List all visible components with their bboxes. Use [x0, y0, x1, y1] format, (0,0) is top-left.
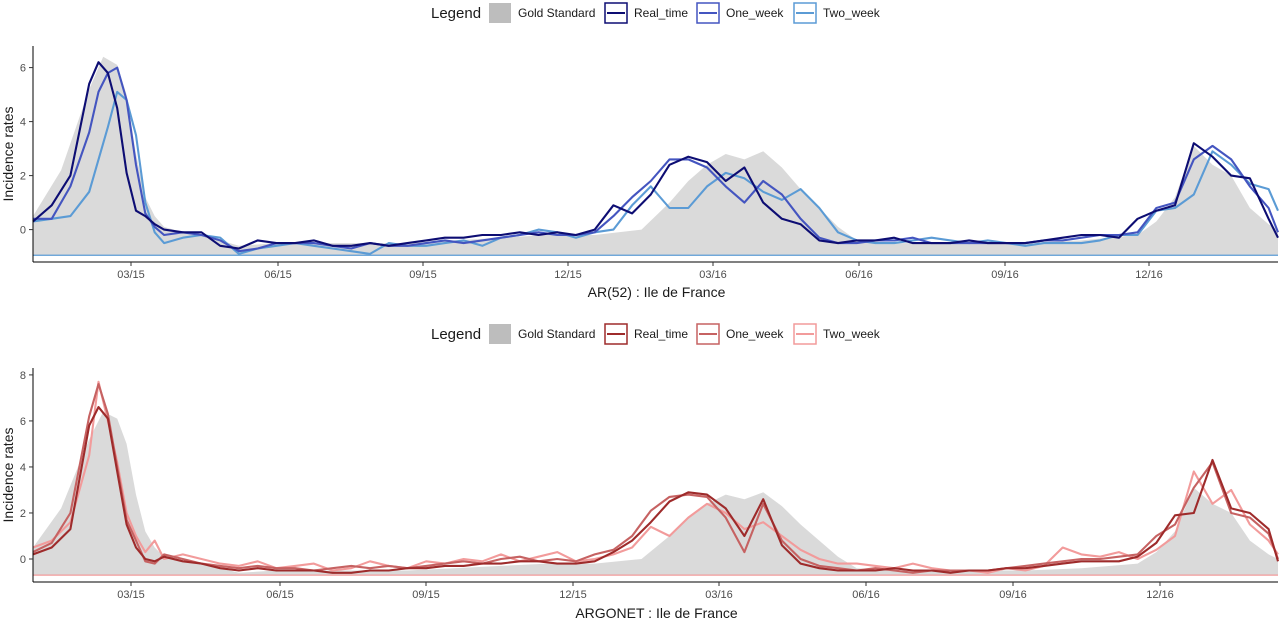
series-line-two-week — [32, 380, 1279, 574]
legend-label-two-week: Two_week — [823, 327, 881, 341]
legend-label-two-week: Two_week — [823, 6, 881, 20]
y-tick-label: 6 — [20, 63, 26, 75]
y-tick-label: 4 — [20, 462, 26, 474]
x-tick-label: 09/15 — [412, 589, 440, 601]
x-tick-label: 06/16 — [845, 269, 873, 281]
x-tick-label: 06/15 — [264, 269, 292, 281]
y-axis-title: Incidence rates — [0, 107, 16, 202]
x-tick-label: 09/16 — [991, 269, 1019, 281]
x-tick-label: 12/15 — [559, 589, 587, 601]
x-tick-label: 06/15 — [266, 589, 294, 601]
x-tick-label: 03/16 — [705, 589, 733, 601]
x-tick-label: 12/16 — [1146, 589, 1174, 601]
y-tick-label: 0 — [20, 554, 26, 566]
series-area-gold-standard — [33, 56, 1278, 256]
y-tick-label: 2 — [20, 171, 26, 183]
legend-title: Legend — [431, 5, 481, 22]
x-axis-title: ARGONET : Ile de France — [575, 605, 738, 621]
x-tick-label: 12/16 — [1135, 269, 1163, 281]
series-group — [32, 380, 1280, 576]
x-tick-label: 12/15 — [554, 269, 582, 281]
legend-label-one-week: One_week — [726, 327, 784, 341]
chart-legend: Legend Gold Standard Real_time One_week Two_… — [431, 323, 881, 345]
x-tick-label: 03/15 — [117, 269, 145, 281]
legend-label-real-time: Real_time — [634, 327, 688, 341]
series-area-gold-standard — [33, 411, 1278, 576]
chart-panel-1: Legend Gold Standard Real_time One_week Two_… — [0, 2, 1279, 300]
x-tick-label: 09/16 — [999, 589, 1027, 601]
chart-legend: Legend Gold Standard Real_time One_week Two_… — [431, 2, 881, 24]
legend-title: Legend — [431, 326, 481, 343]
legend-label-one-week: One_week — [726, 6, 784, 20]
x-axis-title: AR(52) : Ile de France — [588, 284, 726, 300]
legend-label-gold-standard: Gold Standard — [518, 6, 595, 20]
y-tick-label: 0 — [20, 225, 26, 237]
x-tick-label: 03/15 — [117, 589, 145, 601]
y-tick-label: 6 — [20, 416, 26, 428]
y-axis-title: Incidence rates — [0, 428, 16, 523]
legend-key-gold-standard — [489, 324, 511, 344]
y-tick-label: 2 — [20, 508, 26, 520]
x-tick-label: 09/15 — [409, 269, 437, 281]
x-tick-label: 06/16 — [852, 589, 880, 601]
y-tick-label: 4 — [20, 117, 26, 129]
y-tick-label: 8 — [20, 370, 26, 382]
series-line-two-week — [32, 90, 1279, 255]
chart-panel-2: Legend Gold Standard Real_time One_week Two_… — [0, 323, 1280, 621]
series-line-real-time — [32, 406, 1280, 574]
legend-label-real-time: Real_time — [634, 6, 688, 20]
legend-label-gold-standard: Gold Standard — [518, 327, 595, 341]
series-line-real-time — [32, 61, 1279, 250]
series-group — [32, 56, 1279, 256]
legend-key-gold-standard — [489, 3, 511, 23]
series-line-one-week — [32, 383, 1279, 574]
x-tick-label: 03/16 — [699, 269, 727, 281]
